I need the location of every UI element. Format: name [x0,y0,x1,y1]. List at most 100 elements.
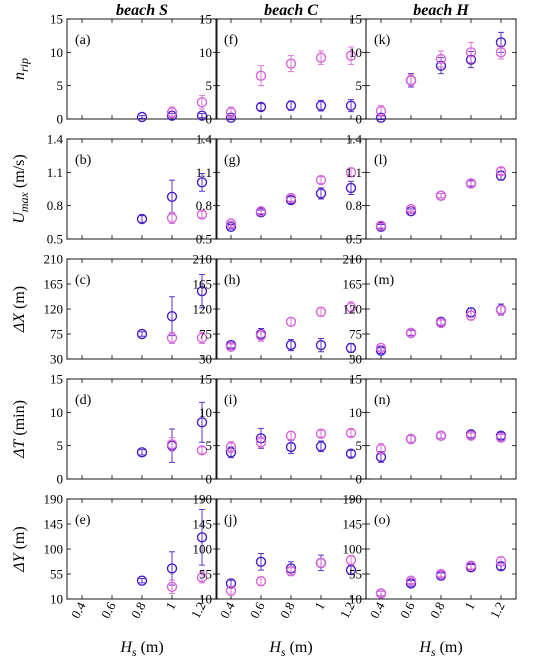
y-axis-label-unit: (min) [11,400,28,440]
y-tick-label: 0 [57,112,64,127]
y-tick-label: 0 [356,112,363,127]
y-tick-label: 0 [206,472,213,487]
x-axis-labels: Hs (m) Hs (m) Hs (m) [119,639,462,659]
data-point [166,311,178,322]
data-point [166,332,178,344]
data-point [166,191,178,202]
y-tick-label: 55 [50,567,63,582]
data-point [465,560,477,571]
series-2 [166,331,208,344]
data-point [196,417,208,428]
data-point [315,428,327,439]
y-tick-label: 15 [50,372,63,387]
y-tick-label: 5 [57,78,64,93]
data-point [465,178,477,189]
y-tick-label: 0.8 [47,198,63,213]
x-axis-label: Hs (m) [119,639,163,659]
y-tick-label: 5 [206,438,213,453]
data-point [405,327,417,339]
y-axis-label-main: ΔY [11,551,28,572]
y-tick-label: 120 [193,302,213,317]
panel-o: 10 55 100 145 190 (o) 0.4 0.6 0.8 1 1.2 [343,492,517,621]
series-1 [136,172,208,225]
x-tick-label: 1.2 [188,599,209,620]
panel-label: (b) [75,153,92,168]
data-point [465,430,477,441]
y-tick-label: 5 [206,78,213,93]
x-tick-label: 0.4 [367,599,388,621]
x-axis-label-sub: s [132,645,137,659]
panel-label: (n) [374,393,391,408]
data-point [345,564,357,576]
panel-a: 0 5 10 15 (a) [50,12,218,127]
y-axis-label-sub: rip [17,58,31,72]
panel-j: 10 55 100 145 190 (j) 0.4 0.6 0.8 1 1.2 [193,492,367,621]
x-axis-label-sub: s [431,645,436,659]
data-point [405,575,417,586]
data-point [435,568,447,580]
series-2 [375,556,507,599]
y-tick-label: 145 [193,517,213,532]
y-axis-label: ΔY (m) [11,526,28,572]
data-point [315,100,327,111]
y-tick-label: 75 [349,327,362,342]
y-axis-label-unit: (m) [11,286,28,313]
series-2 [166,95,208,119]
y-tick-label: 5 [57,438,64,453]
data-point [196,110,208,121]
x-tick-label: 0.8 [277,599,298,620]
panel-frame [365,138,517,240]
data-point [315,557,327,569]
data-point [196,572,208,583]
y-tick-label: 100 [193,542,213,557]
panel-n: 0 5 10 15 (n) [349,372,517,487]
y-tick-label: 0.5 [196,232,212,247]
data-point [345,427,357,439]
y-tick-label: 75 [50,327,63,342]
y-tick-label: 0 [57,472,64,487]
panel-label: (f) [224,33,238,48]
y-tick-label: 10 [349,592,362,607]
data-point [345,302,357,313]
data-point [495,432,507,443]
series-2 [225,427,357,453]
data-point [435,430,447,441]
y-tick-label: 0.8 [196,198,212,213]
data-point [285,566,297,577]
data-point [315,339,327,351]
data-point [225,107,237,118]
data-point [345,50,357,61]
x-axis-label-main: H [268,639,282,656]
column-titles: beach S beach C beach H [116,2,469,19]
series-1 [225,327,357,354]
data-point [255,330,267,341]
y-tick-label: 30 [199,352,212,367]
data-point [405,203,417,215]
data-point [405,75,417,86]
panel-label: (c) [75,273,91,288]
data-point [285,339,297,351]
x-tick-label: 1.2 [337,599,358,620]
y-tick-label: 75 [199,327,212,342]
data-point [375,588,387,599]
x-axis-label: Hs (m) [418,639,462,659]
data-point [285,100,297,111]
y-tick-label: 15 [349,372,362,387]
data-point [495,47,507,58]
y-tick-label: 55 [199,567,212,582]
panel-label: (g) [224,153,241,168]
x-axis-label-unit: (m) [286,639,313,656]
data-point [196,445,208,456]
panel-label: (a) [75,33,91,48]
panel-label: (e) [75,513,91,528]
panel-label: (o) [374,513,391,528]
data-point [495,166,507,177]
data-point [285,316,297,327]
y-tick-label: 210 [343,252,363,267]
data-point [136,447,148,458]
data-point [166,563,178,574]
x-axis-label-main: H [119,639,133,656]
data-point [196,209,208,220]
y-axis-label: Umax (m/s) [11,154,31,223]
